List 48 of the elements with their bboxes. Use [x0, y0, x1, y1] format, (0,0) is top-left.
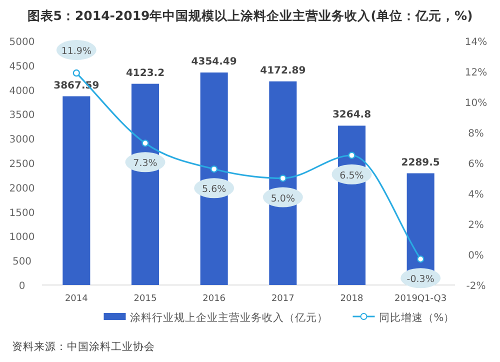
point	[72, 69, 80, 77]
y-tick-label: 1500	[9, 208, 35, 219]
y-tick-label: 2000	[9, 183, 35, 194]
x-tick-label: 2016	[202, 294, 226, 304]
y-tick-label: 4500	[9, 61, 35, 72]
y2-tick-label: 8%	[468, 128, 484, 140]
data-label: 7.3%	[133, 158, 158, 170]
y2-tick-label: -2%	[466, 281, 486, 292]
data-label: 11.9%	[61, 46, 92, 58]
legend-label: 同比增速（%）	[378, 311, 455, 324]
legend-label: 涂料行业规上企业主营业务收入（亿元）	[130, 311, 328, 324]
x-tick-label: 2017	[271, 294, 294, 304]
point	[142, 140, 149, 147]
y2-tick-label: 6%	[468, 159, 484, 170]
data-label: 5.6%	[202, 184, 226, 196]
y-tick-label: 1000	[9, 232, 35, 244]
y-tick-label: 500	[12, 256, 32, 268]
y2-tick-label: 2%	[468, 220, 484, 231]
y2-tick-label: 14%	[464, 37, 488, 48]
x-tick-label: 2019Q1-Q3	[394, 294, 447, 304]
point	[279, 174, 287, 182]
point	[210, 166, 218, 173]
x-tick-label: 2015	[134, 294, 157, 304]
data-label: 2289.5	[401, 157, 440, 168]
y2-tick-label: 0%	[468, 250, 484, 262]
data-label: -0.3%	[406, 274, 434, 286]
y2-tick-label: 4%	[468, 190, 484, 200]
y2-tick-label: 12%	[464, 68, 488, 78]
y-tick-label: 2500	[9, 159, 35, 170]
y-tick-label: 3000	[9, 134, 35, 146]
data-label: 3264.8	[332, 110, 372, 121]
x-tick-label: 2018	[340, 294, 364, 304]
data-label: 4172.89	[260, 65, 306, 76]
data-label: 6.5%	[340, 170, 364, 182]
bar	[62, 96, 90, 285]
chart-title: 图表5：2014-2019年中国规模以上涂料企业主营业务收入(单位：亿元，%)	[27, 8, 473, 23]
data-label: 5.0%	[270, 193, 295, 204]
y2-tick-label: 10%	[464, 98, 488, 109]
x-tick-label: 2014	[64, 294, 88, 304]
point	[348, 152, 356, 159]
y-tick-label: 0	[18, 281, 26, 292]
data-label: 4354.49	[191, 56, 237, 68]
y-tick-label: 4000	[9, 86, 35, 97]
text: 资料来源：中国涂料工业协会	[12, 340, 155, 353]
y-tick-label: 5000	[9, 37, 35, 48]
y-tick-label: 3500	[9, 110, 35, 122]
data-label: 4123.2	[126, 68, 165, 79]
point	[416, 255, 424, 263]
